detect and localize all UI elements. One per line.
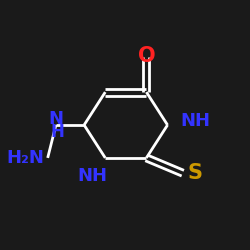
Text: NH: NH: [180, 112, 210, 130]
Text: NH: NH: [77, 167, 107, 185]
Text: N: N: [48, 110, 64, 128]
Text: H: H: [50, 123, 64, 141]
Text: O: O: [138, 46, 155, 66]
Text: S: S: [188, 163, 202, 183]
Text: H₂N: H₂N: [6, 149, 44, 167]
